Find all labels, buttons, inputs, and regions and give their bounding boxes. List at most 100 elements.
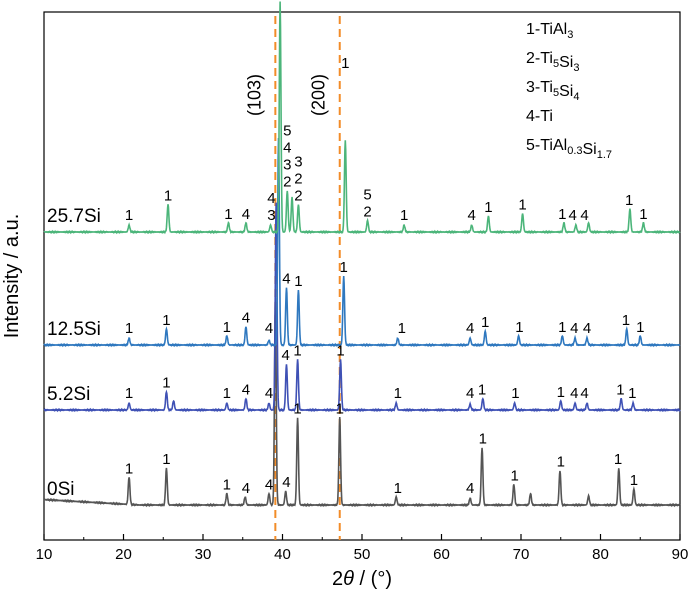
peak-label-5-2si-6: 1 xyxy=(293,342,301,359)
peak-label-12-5si-12: 1 xyxy=(558,319,566,336)
peak-label-0si-13: 1 xyxy=(614,451,622,468)
series-label-25-7si: 25.7Si xyxy=(47,206,101,227)
legend-entry-4: 4-Ti xyxy=(526,108,553,125)
peak-label-25-7si-21: 1 xyxy=(558,206,566,223)
x-tick-label-60: 60 xyxy=(433,546,450,563)
peak-label-0si-3: 4 xyxy=(242,480,250,497)
peak-label-25-7si-0: 1 xyxy=(125,207,133,224)
peak-label-25-7si-12: 3 xyxy=(294,153,302,170)
x-tick-label-20: 20 xyxy=(115,546,132,563)
plot-frame xyxy=(43,11,681,541)
peak-label-12-5si-5: 4 xyxy=(282,271,290,288)
peak-label-25-7si-16: 5 xyxy=(363,187,371,204)
peak-label-5-2si-1: 1 xyxy=(162,375,170,392)
x-tick-label-80: 80 xyxy=(592,546,609,563)
peak-label-25-7si-23: 4 xyxy=(580,207,588,224)
series-line-5-2si xyxy=(43,202,681,413)
series-line-12-5si xyxy=(43,137,681,348)
peak-label-0si-7: 1 xyxy=(336,401,344,418)
peak-label-5-2si-9: 4 xyxy=(466,385,474,402)
peak-label-5-2si-2: 1 xyxy=(223,385,231,402)
peak-label-12-5si-0: 1 xyxy=(125,320,133,337)
peak-label-25-7si-8: 4 xyxy=(283,140,291,157)
peak-label-12-5si-11: 1 xyxy=(515,319,523,336)
peak-label-5-2si-14: 4 xyxy=(580,385,588,402)
legend-entry-1: 1-TiAl3 xyxy=(526,21,573,41)
peak-label-5-2si-3: 4 xyxy=(242,382,250,399)
peak-label-25-7si-1: 1 xyxy=(164,187,172,204)
legend-entry-3: 3-Ti5Si4 xyxy=(526,79,579,103)
x-axis-label: 2θ / (°) xyxy=(332,568,392,590)
peak-label-5-2si-7: 1 xyxy=(336,342,344,359)
x-tick-label-40: 40 xyxy=(274,546,291,563)
peak-label-0si-2: 1 xyxy=(223,477,231,494)
series-label-0si: 0Si xyxy=(47,479,74,500)
peak-label-5-2si-4: 4 xyxy=(265,385,273,402)
series-label-5-2si: 5.2Si xyxy=(47,384,90,405)
peak-label-5-2si-11: 1 xyxy=(511,385,519,402)
y-axis-label: Intensity / a.u. xyxy=(1,214,23,339)
peak-label-0si-4: 4 xyxy=(265,477,273,494)
peak-label-0si-5: 4 xyxy=(282,474,290,491)
x-tick-label-70: 70 xyxy=(513,546,530,563)
peak-label-12-5si-6: 1 xyxy=(294,273,302,290)
peak-label-5-2si-12: 1 xyxy=(557,384,565,401)
peak-label-25-7si-4: 3 xyxy=(267,207,275,224)
peak-label-5-2si-8: 1 xyxy=(394,385,402,402)
legend-entry-5: 5-TiAl0.3Si1.7 xyxy=(526,137,612,161)
peak-label-5-2si-16: 1 xyxy=(628,385,636,402)
peak-label-12-5si-4: 4 xyxy=(265,320,273,337)
plane-label-103: (103) xyxy=(244,74,264,116)
peak-label-5-2si-0: 1 xyxy=(125,385,133,402)
peak-label-12-5si-15: 1 xyxy=(622,312,630,329)
peak-label-12-5si-10: 1 xyxy=(481,314,489,331)
series-layer xyxy=(43,1,681,508)
peak-label-12-5si-7: 1 xyxy=(340,259,348,276)
peak-label-25-7si-24: 1 xyxy=(625,192,633,209)
peak-label-0si-10: 1 xyxy=(479,431,487,448)
reference-lines: (103) (200) xyxy=(244,16,341,540)
x-tick-label-50: 50 xyxy=(354,546,371,563)
peak-label-25-7si-18: 4 xyxy=(468,207,476,224)
peak-label-25-7si-3: 4 xyxy=(242,206,250,223)
peak-label-12-5si-13: 4 xyxy=(570,320,578,337)
peak-label-0si-8: 1 xyxy=(394,480,402,497)
peak-label-0si-1: 1 xyxy=(162,451,170,468)
peak-label-25-7si-7: 3 xyxy=(283,157,291,174)
peak-label-0si-0: 1 xyxy=(125,460,133,477)
peak-label-0si-6: 1 xyxy=(293,401,301,418)
peak-label-5-2si-5: 4 xyxy=(282,347,290,364)
peak-label-12-5si-8: 1 xyxy=(398,320,406,337)
peak-label-25-7si-9: 5 xyxy=(283,123,291,140)
peak-label-25-7si-17: 1 xyxy=(400,207,408,224)
peak-label-25-7si-2: 1 xyxy=(224,206,232,223)
x-tick-label-10: 10 xyxy=(36,546,53,563)
peak-label-12-5si-1: 1 xyxy=(162,312,170,329)
peak-label-25-7si-10: 2 xyxy=(294,187,302,204)
peak-label-0si-12: 1 xyxy=(557,454,565,471)
plane-label-200: (200) xyxy=(309,74,329,116)
peak-label-12-5si-14: 4 xyxy=(583,320,591,337)
peak-label-25-7si-6: 2 xyxy=(283,174,291,191)
x-tick-label-90: 90 xyxy=(672,546,689,563)
peak-label-25-7si-25: 1 xyxy=(639,206,647,223)
peak-label-25-7si-15: 2 xyxy=(363,204,371,221)
peak-label-5-2si-10: 1 xyxy=(478,382,486,399)
peak-label-25-7si-22: 4 xyxy=(569,207,577,224)
x-tick-label-30: 30 xyxy=(195,546,212,563)
legend-entry-2: 2-Ti5Si3 xyxy=(526,50,579,74)
peak-label-25-7si-5: 4 xyxy=(267,190,275,207)
series-label-12-5si: 12.5Si xyxy=(47,319,101,340)
legend: 1-TiAl3 2-Ti5Si3 3-Ti5Si4 4-Ti 5-TiAl0.3Si1.… xyxy=(526,21,612,161)
peak-label-25-7si-14: 1 xyxy=(341,55,349,72)
peak-label-12-5si-9: 4 xyxy=(466,320,474,337)
series-line-0si xyxy=(43,297,681,508)
peak-label-12-5si-16: 1 xyxy=(636,319,644,336)
peak-label-25-7si-20: 1 xyxy=(518,197,526,214)
peak-label-0si-11: 1 xyxy=(510,467,518,484)
peak-label-25-7si-11: 2 xyxy=(294,170,302,187)
peak-label-5-2si-13: 4 xyxy=(570,385,578,402)
peak-label-12-5si-3: 4 xyxy=(242,310,250,327)
